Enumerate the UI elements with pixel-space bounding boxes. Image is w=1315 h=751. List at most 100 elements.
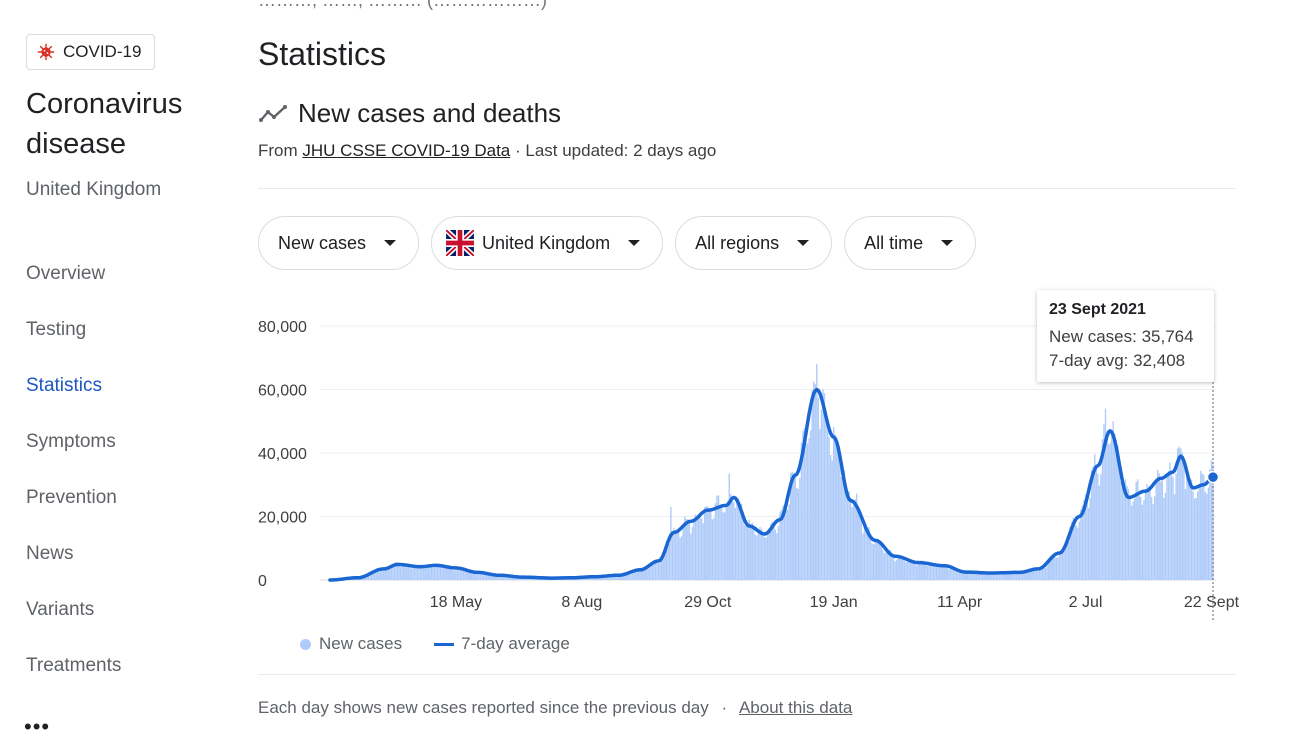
chart-bars — [330, 364, 1214, 580]
case-bar — [505, 576, 508, 580]
tooltip-date: 23 Sept 2021 — [1049, 301, 1146, 318]
chevron-down-icon — [384, 240, 397, 246]
case-bar — [980, 574, 982, 580]
tooltip-new-cases: New cases: 35,764 — [1049, 327, 1194, 346]
legend-bar-swatch — [300, 638, 311, 650]
case-bar — [923, 563, 925, 580]
case-bar — [465, 570, 468, 580]
case-bar — [1028, 570, 1030, 580]
case-bar — [645, 569, 648, 580]
case-bar — [723, 512, 726, 580]
nav-item-variants[interactable]: Variants — [0, 582, 230, 638]
case-bar — [1129, 497, 1131, 580]
case-bar — [469, 570, 471, 580]
case-bar — [370, 572, 373, 580]
case-bar — [826, 431, 829, 580]
case-bar — [470, 570, 472, 580]
nav-item-label: Treatments — [26, 655, 122, 676]
case-bar — [1183, 463, 1185, 580]
case-bar — [393, 564, 396, 580]
region-dropdown[interactable]: All regions — [675, 216, 833, 270]
case-bar — [616, 575, 618, 580]
case-bar — [1066, 543, 1068, 580]
case-bar — [441, 565, 443, 580]
case-bar — [972, 572, 975, 580]
nav-item-testing[interactable]: Testing — [0, 302, 230, 358]
case-bar — [619, 574, 621, 580]
nav-item-treatments[interactable]: Treatments — [0, 638, 230, 694]
case-bar — [728, 473, 730, 580]
cases-chart[interactable]: 0 20,000 40,000 60,000 80,000 18 May 8 Aug 29 … — [258, 290, 1248, 630]
case-bar — [1094, 454, 1096, 580]
case-bar — [705, 506, 707, 580]
case-bar — [883, 553, 886, 580]
case-bar — [811, 390, 813, 580]
source-link[interactable]: JHU CSSE COVID-19 Data — [302, 141, 511, 160]
case-bar — [707, 506, 709, 580]
case-bar — [1195, 498, 1197, 580]
nav-item-news[interactable]: News — [0, 526, 230, 582]
case-bar — [647, 568, 649, 580]
case-bar — [1052, 556, 1054, 580]
case-bar — [1186, 472, 1188, 580]
time-range-dropdown[interactable]: All time — [844, 216, 977, 270]
case-bar — [1107, 444, 1110, 580]
section-title: New cases and deaths — [298, 98, 562, 128]
case-bar — [487, 574, 489, 580]
case-bar — [911, 559, 913, 580]
case-bar — [1021, 572, 1024, 580]
case-bar — [421, 567, 423, 580]
case-bar — [1038, 568, 1041, 580]
case-bar — [396, 564, 399, 580]
case-bar — [642, 567, 644, 580]
case-bar — [771, 521, 773, 580]
nav-item-overview[interactable]: Overview — [0, 246, 230, 302]
case-bar — [1167, 471, 1170, 580]
nav-item-symptoms[interactable]: Symptoms — [0, 414, 230, 470]
case-bar — [785, 503, 787, 580]
more-icon[interactable]: ••• — [24, 714, 51, 739]
x-tick-label: 19 Jan — [810, 594, 858, 611]
case-bar — [1087, 507, 1090, 580]
case-bar — [398, 564, 400, 580]
filter-bar: New cases United Kingdom All regions All… — [258, 216, 977, 270]
case-bar — [932, 563, 935, 580]
case-bar — [757, 530, 760, 580]
nav-item-statistics[interactable]: Statistics — [0, 358, 230, 414]
covid-chip[interactable]: COVID-19 — [26, 34, 156, 70]
case-bar — [920, 561, 922, 580]
case-bar — [808, 438, 810, 580]
case-bar — [717, 495, 720, 580]
metric-dropdown[interactable]: New cases — [258, 216, 420, 270]
nav-item-prevention[interactable]: Prevention — [0, 470, 230, 526]
case-bar — [931, 563, 933, 580]
case-bar — [800, 442, 803, 580]
case-bar — [700, 518, 703, 580]
case-bar — [822, 389, 824, 580]
case-bar — [667, 541, 669, 580]
case-bar — [834, 434, 836, 580]
case-bar — [679, 537, 681, 580]
case-bar — [1164, 492, 1167, 580]
section-header: New cases and deaths — [258, 98, 561, 129]
case-bar — [917, 563, 919, 580]
country-dropdown[interactable]: United Kingdom — [431, 216, 664, 270]
case-bar — [1117, 445, 1119, 580]
case-bar — [702, 523, 704, 580]
case-bar — [684, 516, 686, 580]
case-bar — [458, 567, 460, 580]
case-bar — [743, 525, 746, 580]
case-bar — [436, 563, 439, 580]
case-bar — [386, 568, 388, 580]
case-bar — [410, 568, 413, 580]
case-bar — [1141, 504, 1144, 580]
case-bar — [1207, 487, 1210, 580]
about-data-link[interactable]: About this data — [738, 698, 853, 717]
case-bar — [1097, 473, 1099, 580]
case-bar — [482, 573, 485, 580]
case-bar — [1081, 505, 1084, 580]
case-bar — [490, 574, 492, 580]
case-bar — [948, 569, 950, 580]
case-bar — [862, 533, 864, 580]
case-bar — [945, 565, 947, 580]
